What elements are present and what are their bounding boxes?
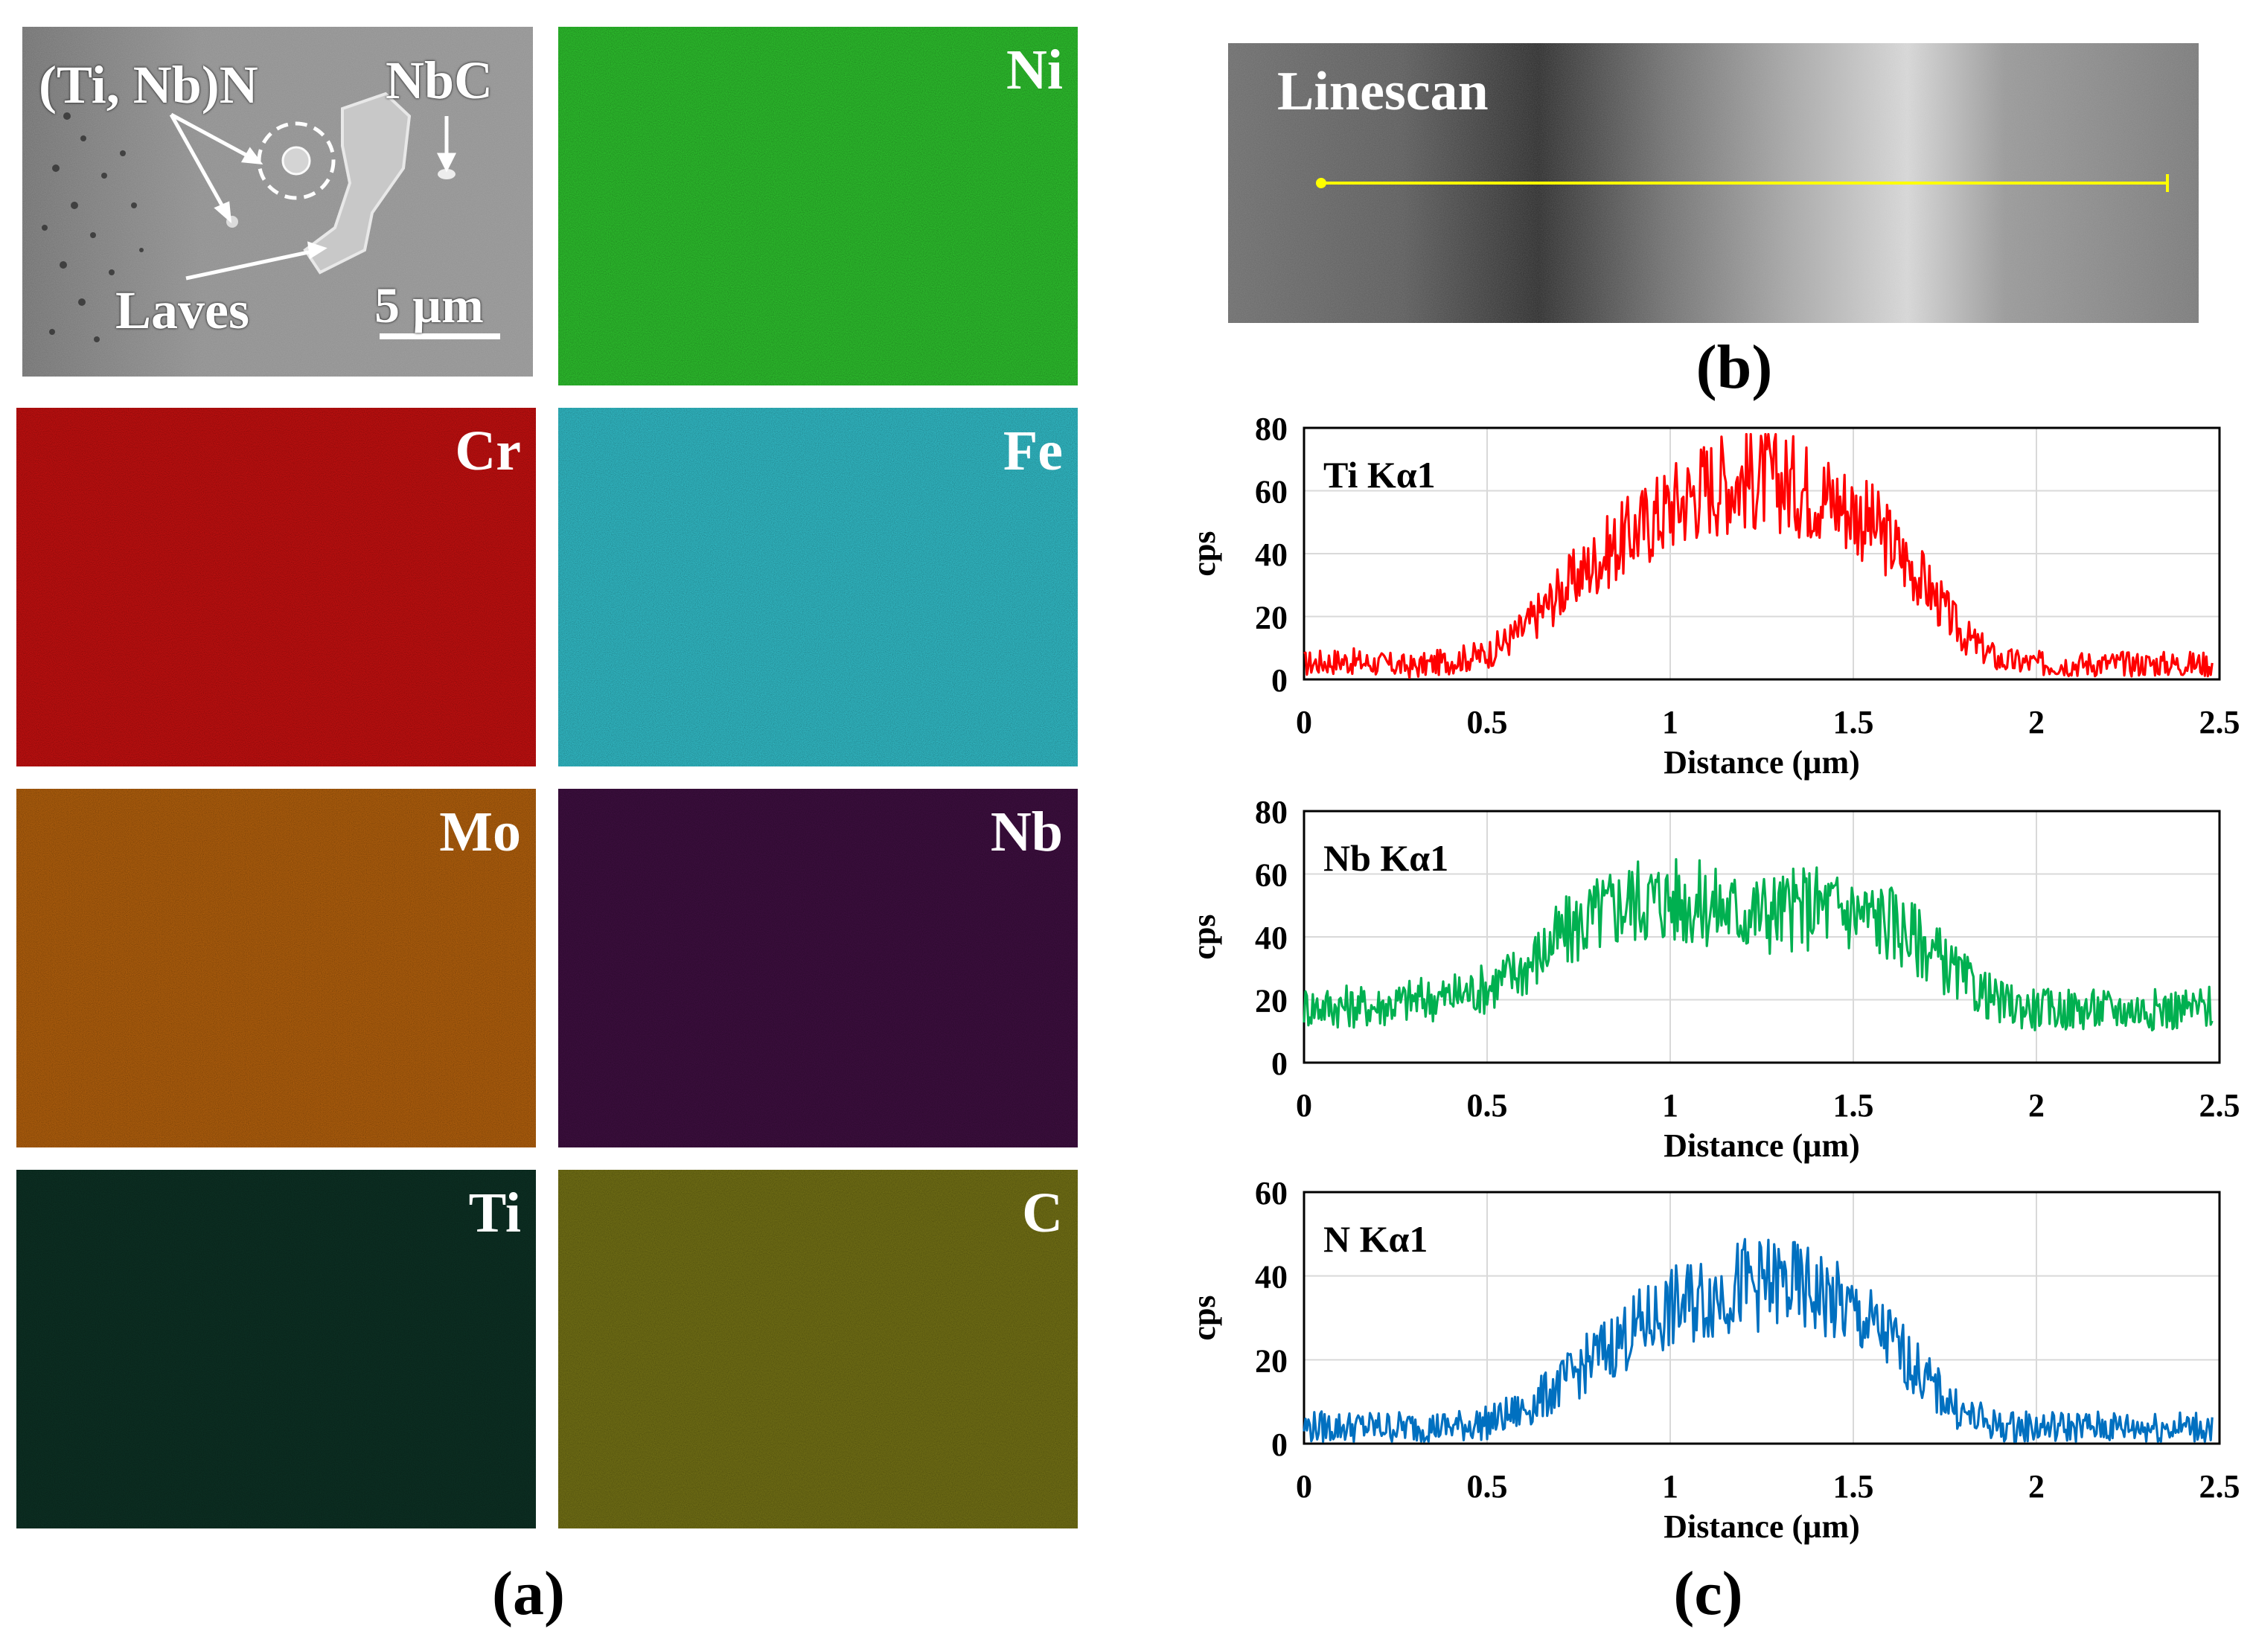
element-map-c: C <box>558 1170 1078 1528</box>
y-tick-label: 60 <box>1255 1175 1288 1211</box>
x-tick-label: 0 <box>1296 1087 1312 1124</box>
series-line <box>1303 432 2214 679</box>
element-map-mo: Mo <box>16 789 536 1147</box>
annotation-laves: Laves <box>115 281 249 340</box>
map-label-cr: Cr <box>455 420 521 482</box>
map-noise <box>558 27 1078 385</box>
figure-label-c: (c) <box>1673 1559 1743 1628</box>
y-axis-label: cps <box>1186 531 1222 576</box>
map-noise <box>16 789 536 1147</box>
x-axis-label: Distance (µm) <box>1664 1508 1860 1545</box>
map-noise <box>558 789 1078 1147</box>
y-axis-label: cps <box>1186 914 1222 959</box>
y-tick-label: 40 <box>1255 1259 1288 1296</box>
map-noise <box>558 408 1078 766</box>
y-tick-label: 80 <box>1255 411 1288 447</box>
y-tick-label: 60 <box>1255 857 1288 894</box>
y-tick-label: 20 <box>1255 1342 1288 1379</box>
x-tick-label: 2 <box>2028 1087 2045 1124</box>
element-map-nb: Nb <box>558 789 1078 1147</box>
x-tick-label: 1 <box>1662 1087 1678 1124</box>
element-map-cr: Cr <box>16 408 536 766</box>
x-tick-label: 2 <box>2028 1468 2045 1505</box>
series-line <box>1303 858 2214 1032</box>
linescan-image: Linescan <box>1228 43 2199 323</box>
x-tick-label: 2 <box>2028 704 2045 740</box>
sem-texture <box>22 27 533 377</box>
plot-frame <box>1303 810 2221 1064</box>
chart-title: Ti Kα1 <box>1323 454 1436 496</box>
chart-title: N Kα1 <box>1323 1218 1428 1260</box>
x-tick-label: 2.5 <box>2199 1468 2240 1505</box>
map-label-mo: Mo <box>439 801 521 863</box>
y-tick-label: 0 <box>1271 1427 1288 1463</box>
y-tick-label: 60 <box>1255 474 1288 510</box>
tinbn-particle <box>281 146 311 176</box>
x-tick-label: 0.5 <box>1467 704 1508 740</box>
laves-particle <box>303 92 412 275</box>
map-label-nb: Nb <box>990 801 1063 863</box>
nbc-particle <box>438 169 456 179</box>
map-label-ni: Ni <box>1006 39 1063 101</box>
map-label-ti: Ti <box>468 1182 521 1244</box>
x-tick-label: 0.5 <box>1467 1087 1508 1124</box>
x-tick-label: 1.5 <box>1833 1087 1874 1124</box>
y-tick-label: 0 <box>1271 662 1288 699</box>
x-tick-label: 2.5 <box>2199 704 2240 740</box>
x-tick-label: 1.5 <box>1833 704 1874 740</box>
annotation-nbc: NbC <box>386 51 493 110</box>
sem-pits <box>42 112 144 342</box>
x-axis-label: Distance (µm) <box>1664 1127 1860 1164</box>
x-tick-label: 2.5 <box>2199 1087 2240 1124</box>
figure-label-a: (a) <box>492 1559 565 1628</box>
y-tick-label: 40 <box>1255 537 1288 573</box>
map-noise <box>16 1170 536 1528</box>
y-tick-label: 80 <box>1255 794 1288 830</box>
map-noise <box>558 1170 1078 1528</box>
x-tick-label: 0 <box>1296 1468 1312 1505</box>
y-tick-label: 20 <box>1255 600 1288 636</box>
element-map-ti: Ti <box>16 1170 536 1528</box>
linescan-texture <box>1228 43 2199 323</box>
map-label-c: C <box>1022 1182 1063 1244</box>
y-tick-label: 40 <box>1255 920 1288 956</box>
scale-bar-line <box>380 333 500 339</box>
y-tick-label: 0 <box>1271 1046 1288 1082</box>
element-map-ni: Ni <box>558 27 1078 385</box>
series-line <box>1303 1238 2214 1443</box>
plot-frame <box>1303 1191 2221 1445</box>
map-noise <box>16 408 536 766</box>
linescan-start-marker <box>1316 178 1326 188</box>
x-tick-label: 1.5 <box>1833 1468 1874 1505</box>
x-axis-label: Distance (µm) <box>1664 744 1860 781</box>
map-label-fe: Fe <box>1003 420 1063 482</box>
y-tick-label: 20 <box>1255 983 1288 1019</box>
scale-bar-label: 5 µm <box>374 277 484 333</box>
linescan-title: Linescan <box>1277 61 1489 122</box>
x-tick-label: 1 <box>1662 1468 1678 1505</box>
figure-label-b: (b) <box>1696 333 1773 402</box>
x-tick-label: 1 <box>1662 704 1678 740</box>
sem-image: (Ti, Nb)N NbC Laves 5 µm <box>22 27 533 377</box>
chart-title: Nb Kα1 <box>1323 837 1448 879</box>
y-axis-label: cps <box>1186 1295 1222 1340</box>
x-tick-label: 0 <box>1296 704 1312 740</box>
annotation-tinb-n: (Ti, Nb)N <box>39 55 258 115</box>
annotation-arrows <box>169 112 457 281</box>
element-map-fe: Fe <box>558 408 1078 766</box>
plot-frame <box>1303 426 2221 681</box>
x-tick-label: 0.5 <box>1467 1468 1508 1505</box>
